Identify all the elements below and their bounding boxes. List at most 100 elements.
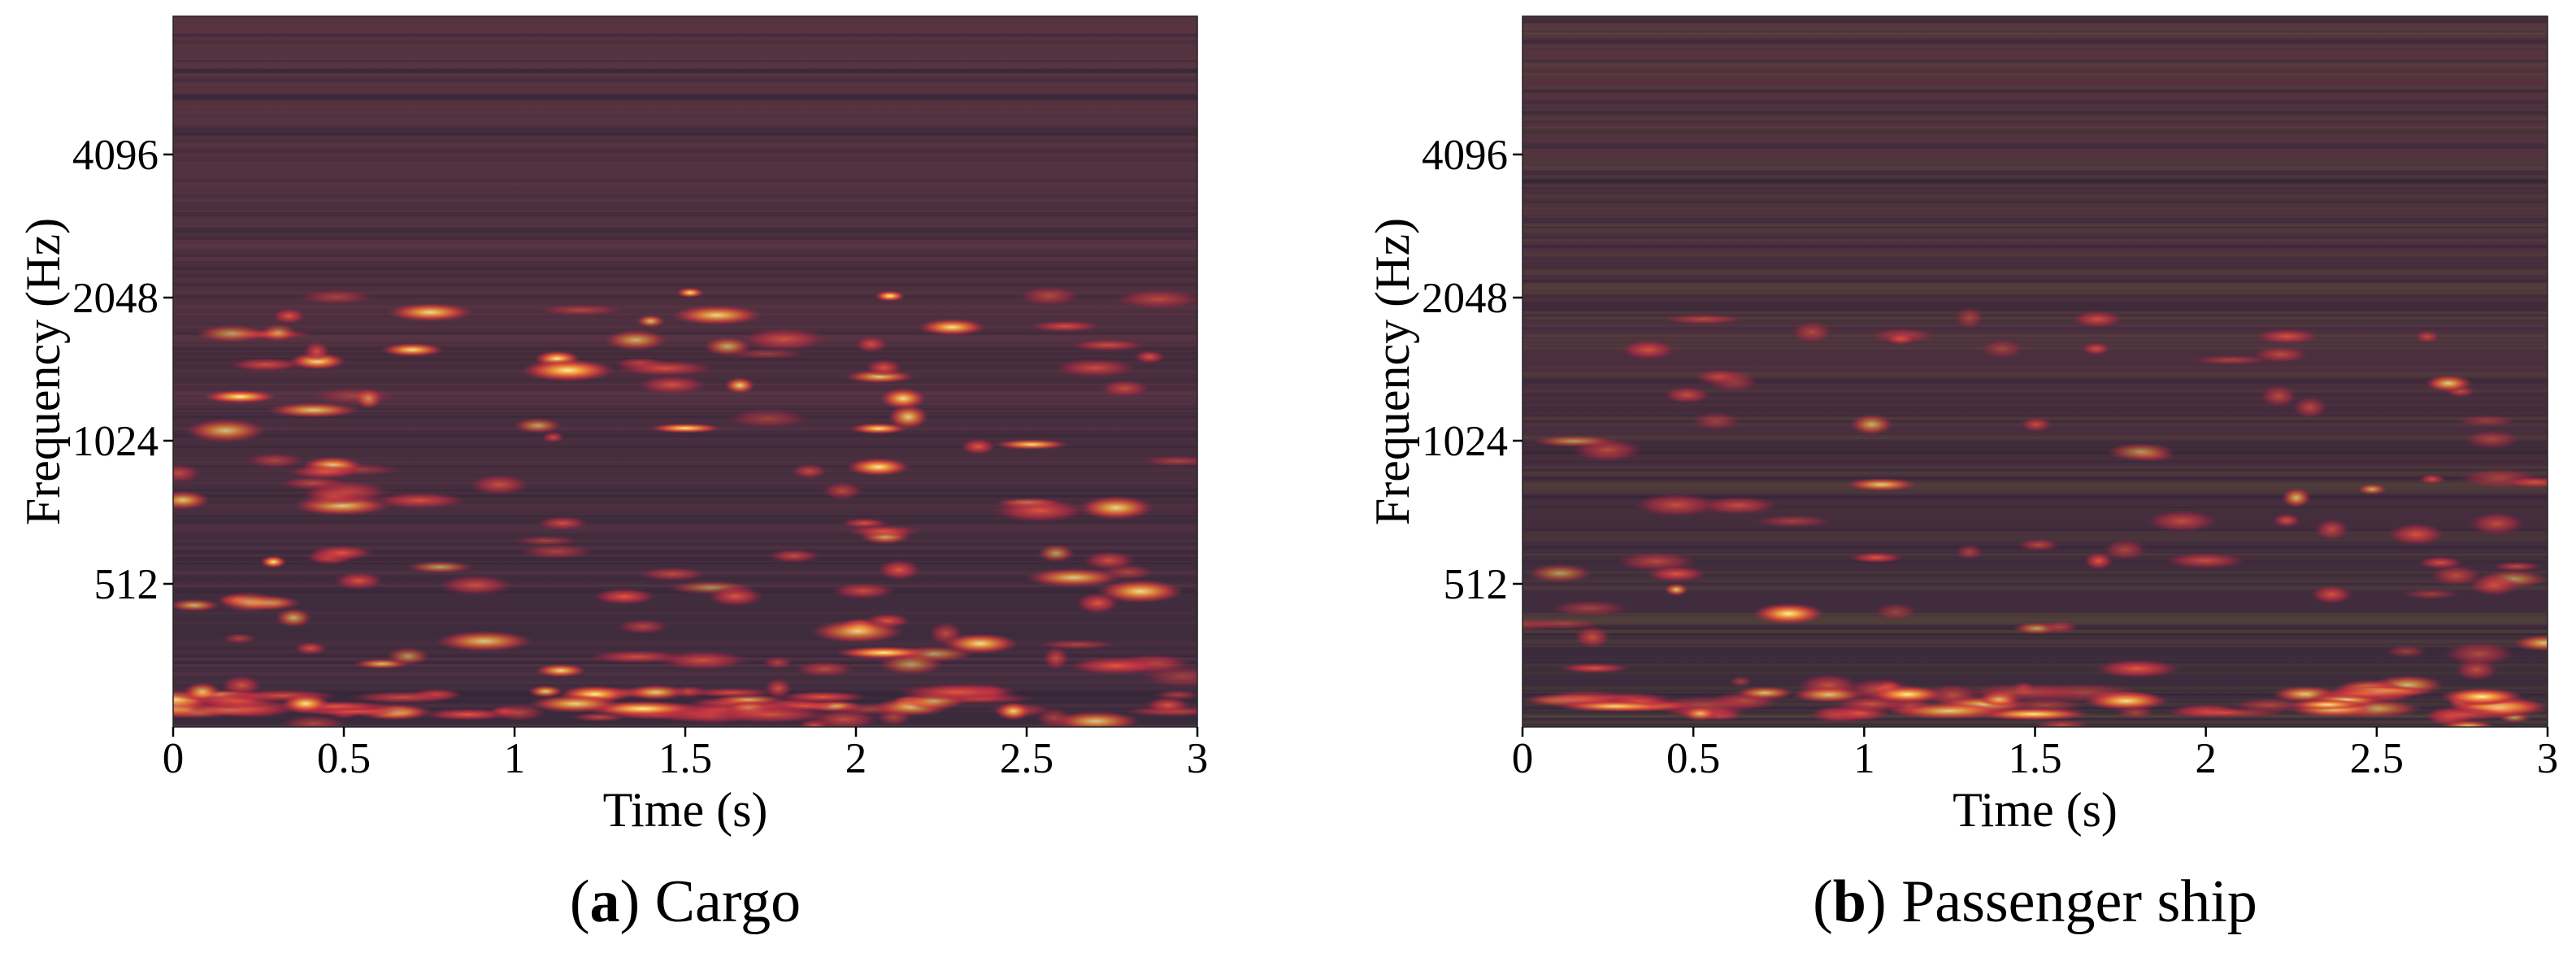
spectrogram-blob <box>492 703 546 721</box>
spectrogram-streak <box>1523 86 2548 90</box>
spectrogram-blob <box>228 357 304 372</box>
spectrogram-streak <box>173 133 1197 137</box>
spectrogram-streak <box>1523 481 2548 487</box>
spectrogram-streak <box>173 139 1197 142</box>
x-tick-label: 3 <box>1187 735 1209 782</box>
spectrogram-streak <box>1523 198 2548 201</box>
spectrogram-streak <box>173 111 1197 114</box>
spectrogram-blob <box>2190 355 2272 365</box>
spectrogram-streak <box>1523 132 2548 136</box>
spectrogram-blob <box>287 464 363 480</box>
spectrogram-streak <box>173 304 1197 308</box>
spectrogram-blob <box>218 591 278 613</box>
spectrogram-blob <box>706 585 765 607</box>
caption-part: ( <box>570 868 590 935</box>
spectrogram-streak <box>173 59 1197 63</box>
spectrogram-streak <box>173 262 1197 266</box>
spectrogram-streak <box>1523 180 2548 183</box>
caption: (b) Passenger ship <box>1813 868 2257 935</box>
spectrogram-blob <box>2309 585 2353 604</box>
x-axis-label: Time (s) <box>603 783 768 837</box>
spectrogram-streak <box>1523 189 2548 192</box>
spectrogram-blob <box>1066 656 1166 676</box>
spectrogram-streak <box>173 508 1197 512</box>
spectrogram-streak <box>1523 466 2548 470</box>
spectrogram-blob <box>896 683 1016 701</box>
spectrogram-blob <box>2272 513 2301 528</box>
spectrogram-blob <box>333 572 384 590</box>
spectrogram-streak <box>1523 450 2548 454</box>
spectrogram-streak <box>173 677 1197 681</box>
spectrogram-streak <box>1523 270 2548 276</box>
spectrogram-blob <box>2281 487 2312 508</box>
spectrogram-streak <box>1523 121 2548 124</box>
spectrogram-streak <box>173 519 1197 524</box>
spectrogram-streak <box>173 402 1197 405</box>
spectrogram-blob <box>301 486 363 507</box>
spectrogram-streak <box>1523 111 2548 115</box>
spectrogram-streak <box>173 640 1197 645</box>
spectrogram-blob <box>371 492 467 509</box>
spectrogram-streak <box>173 558 1197 563</box>
spectrogram-streak <box>173 394 1197 396</box>
spectrogram-streak <box>173 489 1197 491</box>
spectrogram-streak <box>1523 144 2548 147</box>
spectrogram-streak <box>173 28 1197 31</box>
spectrogram-streak <box>1523 472 2548 476</box>
spectrogram-blob <box>1554 700 1675 712</box>
caption-part: b <box>1833 868 1866 935</box>
spectrogram-blob <box>173 490 211 510</box>
spectrogram-streak <box>173 633 1197 639</box>
spectrogram-blob <box>603 329 668 351</box>
spectrogram-streak <box>1523 533 2548 538</box>
spectrogram-streak <box>1523 144 2548 149</box>
spectrogram-streak <box>1523 648 2548 653</box>
spectrogram-blob <box>2308 688 2417 700</box>
spectrogram-streak <box>1523 32 2548 36</box>
spectrogram-blob <box>960 438 997 455</box>
spectrogram-blob <box>636 314 666 329</box>
spectrogram-streak <box>173 208 1197 212</box>
spectrogram-streak <box>1523 63 2548 67</box>
x-tick-label: 0.5 <box>317 735 371 782</box>
spectrogram-streak <box>173 396 1197 402</box>
spectrogram-streak <box>1523 414 2548 418</box>
spectrogram-streak <box>1523 142 2548 148</box>
spectrogram-streak <box>173 433 1197 438</box>
spectrogram-blob <box>993 439 1070 450</box>
spectrogram-blob <box>202 389 277 404</box>
spectrogram-streak <box>173 210 1197 212</box>
spectrogram-streak <box>1523 20 2548 24</box>
y-tick-label: 4096 <box>1422 132 1508 179</box>
caption-part: ) Passenger ship <box>1866 868 2257 935</box>
spectrogram-streak <box>1523 181 2548 185</box>
spectrogram-blob <box>2292 396 2328 420</box>
spectrogram-streak <box>1523 721 2548 725</box>
spectrogram-streak <box>173 539 1197 542</box>
spectrogram-streak <box>1523 41 2548 45</box>
spectrogram-blob <box>1728 676 1753 687</box>
spectrogram-blob <box>1645 565 1708 582</box>
spectrogram-streak <box>173 239 1197 242</box>
spectrogram-streak <box>173 96 1197 100</box>
spectrogram-blob <box>1735 685 1796 700</box>
spectrogram-blob <box>2102 538 2148 561</box>
spectrogram-blob <box>518 544 595 559</box>
spectrogram-streak <box>173 621 1197 624</box>
spectrogram-streak <box>173 184 1197 187</box>
spectrogram-streak <box>1523 668 2548 672</box>
spectrogram-streak <box>1523 130 2548 133</box>
spectrogram-streak <box>173 124 1197 128</box>
spectrogram-streak <box>173 281 1197 285</box>
spectrogram-blob <box>1849 413 1894 436</box>
spectrogram-streak <box>173 162 1197 166</box>
spectrogram-blob <box>536 516 589 530</box>
spectrogram-blob <box>173 463 202 484</box>
spectrogram-streak <box>1523 491 2548 494</box>
spectrogram-blob <box>2387 523 2446 546</box>
spectrogram-streak <box>173 198 1197 203</box>
spectrogram-streak <box>1523 389 2548 394</box>
spectrogram-blob <box>636 375 708 394</box>
spectrogram-streak <box>173 17 1197 22</box>
spectrogram-blob <box>2440 720 2496 727</box>
